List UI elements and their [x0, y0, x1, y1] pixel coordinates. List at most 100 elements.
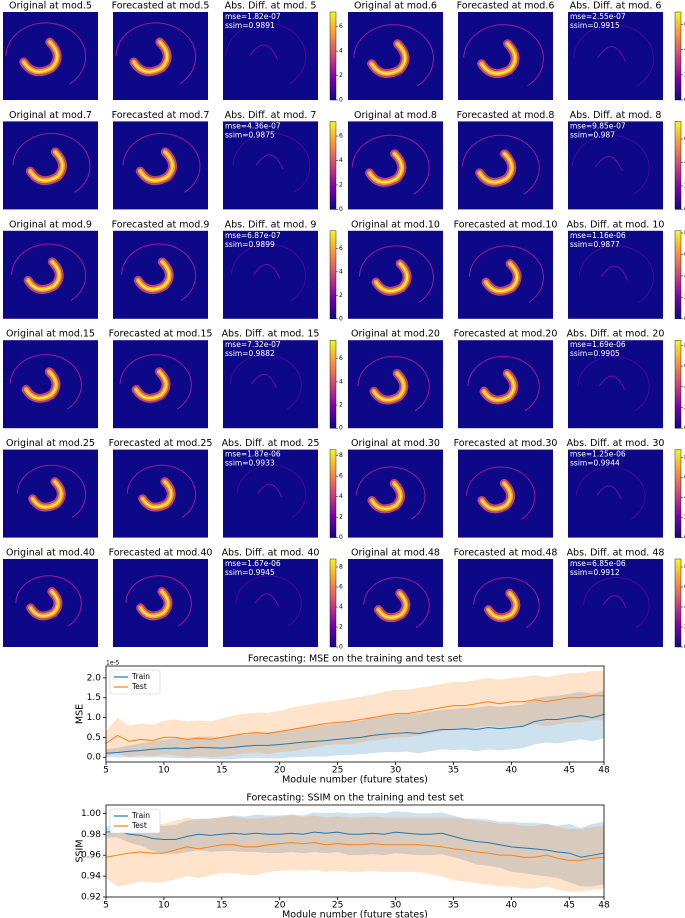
panel-title: Original at mod.7 [9, 110, 92, 121]
diff-trace [596, 485, 622, 499]
colorbar-tick-label: 2 [339, 514, 343, 521]
field-image [113, 340, 208, 429]
mse-label: mse=6.85e-06 [570, 559, 626, 568]
panel-title: Abs. Diff. at mod. 6 [570, 1, 662, 12]
field-blob [135, 370, 167, 400]
field-blob [22, 41, 59, 73]
field-trace [473, 577, 540, 629]
plot-frame [105, 804, 605, 898]
field-image [3, 559, 98, 647]
ssim-label: ssim=0.9945 [225, 568, 275, 577]
x-tick-label: 5 [103, 766, 109, 776]
y-tick-label: 1.00 [81, 809, 101, 819]
colorbar-tick-label: 6 [339, 133, 343, 140]
diff-trace [236, 464, 306, 518]
colorbar-tick-label: 0 [339, 206, 343, 213]
ssim-label: ssim=0.9891 [225, 21, 275, 30]
diff-trace [602, 595, 627, 609]
colorbar [329, 230, 337, 320]
panel-title: Abs. Diff. at mod. 48 [567, 548, 665, 559]
field-blob [141, 480, 173, 509]
mse-label: mse=1.69e-06 [570, 340, 626, 349]
legend-box [109, 808, 161, 834]
panel-title: Forecasted at mod.9 [112, 219, 210, 230]
diff-trace [598, 375, 625, 390]
panel-title: Original at mod.48 [351, 548, 440, 559]
std-band [106, 815, 604, 892]
field-blob [27, 260, 61, 291]
field-image [458, 121, 553, 210]
x-tick-label: 10 [158, 766, 170, 776]
mse-label: mse=1.16e-06 [570, 231, 626, 240]
field-blob [137, 260, 171, 291]
field-image [3, 230, 98, 319]
field-image [458, 449, 553, 538]
field-image [3, 340, 98, 429]
panel-title: Forecasted at mod.6 [457, 1, 555, 12]
field-image [113, 559, 208, 647]
field-image [348, 340, 443, 429]
mse-label: mse=1.82e-07 [225, 12, 281, 21]
diff-trace [594, 156, 623, 172]
ssim-label: ssim=0.9915 [570, 21, 620, 30]
field-blob [487, 592, 517, 619]
panel-title: Abs. Diff. at mod. 9 [225, 219, 317, 230]
x-tick-label: 20 [274, 901, 286, 911]
field-trace [5, 22, 87, 85]
panel-title: Original at mod.6 [354, 1, 437, 12]
ssim-label: ssim=0.9933 [225, 459, 275, 468]
field-trace [363, 577, 430, 629]
field-trace [11, 243, 87, 302]
field-image [113, 12, 208, 100]
field-trace [351, 134, 430, 195]
colorbar-tick-label: 2 [339, 181, 343, 188]
y-tick-label: 0.96 [81, 851, 101, 861]
field-blob [139, 151, 174, 182]
x-tick-label: 30 [390, 901, 402, 911]
field-blob [485, 262, 519, 293]
field-image [348, 449, 443, 538]
x-tick-label: 45 [564, 766, 575, 776]
x-tick-label: 48 [598, 901, 610, 911]
diff-trace [235, 575, 302, 627]
panel-title: Forecasted at mod.10 [454, 219, 558, 230]
x-tick-label: 48 [598, 766, 610, 776]
x-tick-label: 10 [158, 901, 170, 911]
x-tick-label: 40 [506, 766, 518, 776]
x-tick-label: 15 [216, 901, 227, 911]
ssim-label: ssim=0.9877 [570, 240, 620, 249]
colorbar [674, 558, 682, 648]
field-image [113, 230, 208, 319]
panel-title: Abs. Diff. at mod. 5 [225, 1, 317, 12]
diff-image [223, 559, 318, 647]
colorbar-tick-label: 6 [339, 473, 343, 480]
mse-label: mse=1.25e-06 [570, 450, 626, 459]
diff-trace [251, 373, 277, 388]
diff-image [223, 449, 318, 538]
field-image [3, 12, 98, 100]
colorbar [329, 558, 337, 648]
field-trace [468, 245, 544, 303]
panel-title: Original at mod.15 [6, 329, 95, 340]
field-image [3, 121, 98, 210]
panel-title: Abs. Diff. at mod. 40 [222, 548, 320, 559]
diff-trace [571, 134, 650, 195]
y-tick-label: 1.5 [87, 693, 101, 703]
legend-label: Test [131, 821, 147, 830]
panel-title: Forecasted at mod.40 [109, 548, 213, 559]
field-trace [467, 355, 540, 412]
ssim-label: ssim=0.9899 [225, 240, 275, 249]
x-tick-label: 25 [332, 901, 343, 911]
colorbar-tick-label: 2 [339, 624, 343, 631]
panel-title: Abs. Diff. at mod. 25 [222, 438, 320, 449]
legend-box [109, 669, 161, 695]
diff-trace [601, 265, 629, 281]
x-tick-label: 35 [448, 901, 459, 911]
colorbar-tick-label: 2 [339, 292, 343, 299]
diff-trace [573, 24, 654, 87]
ssim-label: ssim=0.9912 [570, 568, 620, 577]
field-image [458, 12, 553, 100]
diff-image [568, 121, 663, 210]
field-trace [119, 354, 192, 410]
colorbar [329, 11, 337, 101]
